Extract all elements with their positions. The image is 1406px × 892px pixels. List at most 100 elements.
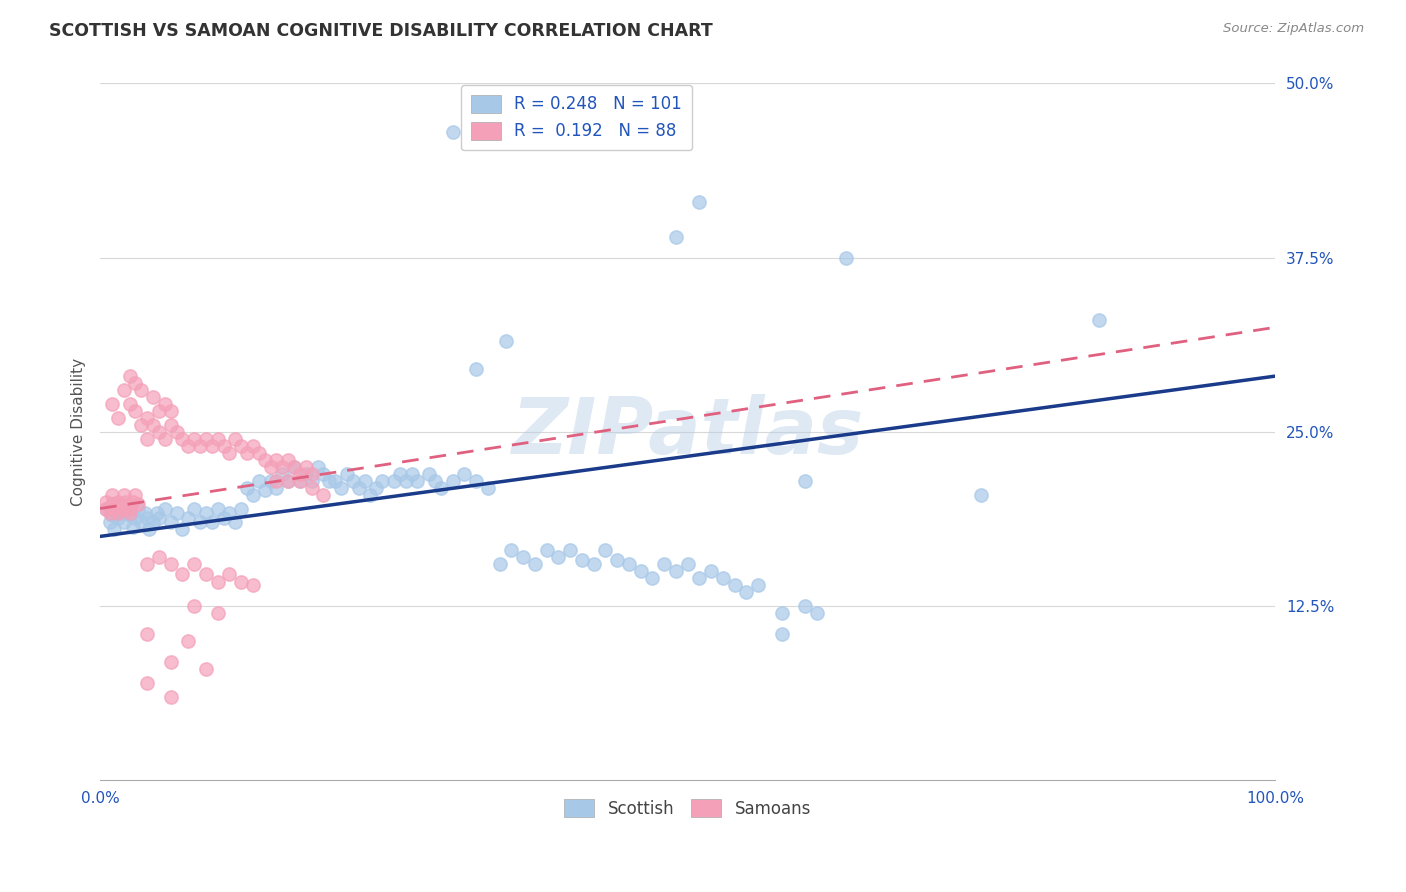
Point: [142, 516, 165, 530]
Point: [388, 467, 411, 481]
Point: [118, 506, 141, 520]
Point: [136, 432, 159, 446]
Point: [129, 417, 152, 432]
Point: [136, 675, 159, 690]
Point: [212, 511, 235, 525]
Point: [124, 511, 146, 525]
Point: [172, 567, 194, 582]
Point: [218, 567, 240, 582]
Point: [218, 446, 240, 460]
Point: [136, 511, 159, 525]
Point: [94, 501, 117, 516]
Point: [266, 452, 288, 467]
Point: [617, 558, 640, 572]
Point: [115, 494, 138, 508]
Point: [806, 606, 828, 620]
Point: [118, 508, 141, 523]
Point: [301, 481, 323, 495]
Point: [110, 506, 132, 520]
Point: [441, 125, 464, 139]
Point: [94, 501, 117, 516]
Point: [142, 417, 165, 432]
Point: [110, 501, 132, 516]
Point: [231, 575, 253, 590]
Point: [124, 404, 146, 418]
Point: [224, 432, 246, 446]
Point: [224, 516, 246, 530]
Point: [294, 467, 316, 481]
Point: [148, 511, 170, 525]
Point: [641, 571, 664, 585]
Point: [153, 501, 176, 516]
Point: [501, 543, 523, 558]
Point: [115, 501, 138, 516]
Point: [231, 439, 253, 453]
Point: [138, 523, 160, 537]
Point: [166, 425, 188, 439]
Point: [172, 523, 194, 537]
Legend: Scottish, Samoans: Scottish, Samoans: [558, 792, 817, 824]
Point: [127, 497, 149, 511]
Point: [301, 467, 323, 481]
Point: [253, 452, 276, 467]
Point: [103, 497, 125, 511]
Point: [134, 506, 156, 520]
Text: Source: ZipAtlas.com: Source: ZipAtlas.com: [1223, 22, 1364, 36]
Point: [207, 606, 229, 620]
Point: [266, 481, 288, 495]
Point: [247, 474, 270, 488]
Point: [595, 543, 617, 558]
Point: [307, 459, 329, 474]
Point: [159, 516, 181, 530]
Point: [271, 467, 294, 481]
Point: [835, 251, 858, 265]
Point: [453, 467, 475, 481]
Point: [665, 564, 688, 578]
Point: [177, 511, 200, 525]
Point: [183, 501, 205, 516]
Point: [236, 446, 259, 460]
Point: [94, 494, 117, 508]
Point: [323, 474, 346, 488]
Point: [207, 501, 229, 516]
Y-axis label: Cognitive Disability: Cognitive Disability: [72, 358, 86, 506]
Point: [430, 481, 453, 495]
Point: [330, 481, 353, 495]
Point: [277, 452, 299, 467]
Point: [159, 655, 181, 669]
Point: [101, 497, 124, 511]
Point: [98, 506, 121, 520]
Point: [283, 459, 305, 474]
Point: [153, 432, 176, 446]
Point: [188, 439, 211, 453]
Point: [177, 439, 200, 453]
Point: [112, 383, 135, 397]
Point: [477, 481, 499, 495]
Point: [98, 501, 121, 516]
Point: [145, 506, 167, 520]
Point: [118, 397, 141, 411]
Point: [127, 501, 149, 516]
Point: [770, 606, 793, 620]
Point: [103, 523, 125, 537]
Point: [401, 467, 423, 481]
Point: [231, 501, 253, 516]
Point: [107, 494, 129, 508]
Point: [118, 369, 141, 384]
Point: [107, 506, 129, 520]
Point: [312, 487, 335, 501]
Point: [342, 474, 364, 488]
Point: [794, 474, 817, 488]
Point: [129, 516, 152, 530]
Text: SCOTTISH VS SAMOAN COGNITIVE DISABILITY CORRELATION CHART: SCOTTISH VS SAMOAN COGNITIVE DISABILITY …: [49, 22, 713, 40]
Point: [536, 543, 558, 558]
Point: [266, 474, 288, 488]
Point: [353, 474, 375, 488]
Point: [571, 553, 593, 567]
Point: [159, 558, 181, 572]
Point: [207, 575, 229, 590]
Point: [271, 459, 294, 474]
Point: [747, 578, 769, 592]
Point: [107, 411, 129, 425]
Point: [194, 506, 217, 520]
